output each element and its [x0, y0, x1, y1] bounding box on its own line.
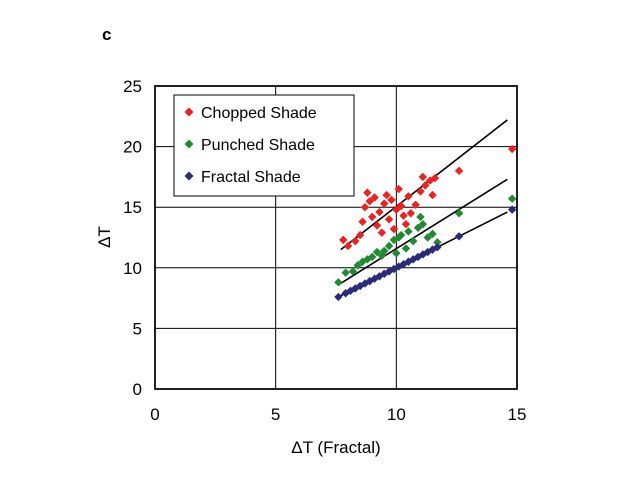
y-tick-label: 25: [123, 77, 142, 96]
data-point-series-0: [406, 209, 416, 218]
plot-frame-top: [154, 85, 518, 390]
x-tick-label: 15: [508, 405, 527, 424]
y-axis-ticks: 0 5 10 15 20 25: [123, 77, 142, 399]
data-point-series-0: [387, 195, 396, 205]
data-point-series-0: [396, 201, 406, 211]
data-point-series-1: [384, 241, 394, 251]
data-point-series-0: [394, 184, 403, 194]
data-point-series-0: [404, 192, 413, 201]
legend-marker-1: [184, 139, 194, 149]
data-point-series-0: [375, 207, 384, 217]
data-point-series-0: [377, 228, 387, 237]
legend-marker-0: [184, 107, 194, 117]
data-point-series-2: [433, 242, 442, 252]
data-point-series-0: [358, 217, 367, 226]
data-point-series-2: [507, 205, 517, 214]
data-point-series-1: [368, 252, 377, 262]
data-point-series-1: [341, 268, 350, 277]
data-point-series-1: [348, 267, 358, 276]
data-point-series-1: [416, 212, 425, 222]
panel-label: c: [102, 25, 111, 44]
data-point-series-0: [372, 221, 382, 230]
y-tick-label: 20: [123, 138, 142, 157]
data-point-series-1: [401, 244, 411, 253]
data-point-series-0: [339, 235, 348, 245]
y-tick-label: 15: [123, 198, 142, 217]
x-axis-ticks: 0 5 10 15: [150, 405, 526, 424]
legend: Chopped Shade Punched Shade Fractal Shade: [173, 94, 355, 197]
data-point-series-0: [418, 172, 428, 182]
x-axis-title: ΔT (Fractal): [291, 438, 380, 457]
legend-marker-2: [184, 171, 194, 181]
trend-line-1: [337, 178, 508, 286]
data-point-series-0: [392, 205, 401, 214]
data-point-series-0: [428, 190, 437, 200]
data-point-series-0: [355, 230, 365, 240]
data-point-series-0: [389, 224, 399, 234]
data-point-series-0: [351, 236, 360, 246]
data-point-series-1: [423, 233, 432, 242]
data-point-series-1: [433, 238, 442, 247]
data-markers: [334, 144, 517, 302]
plot-area: [154, 85, 518, 390]
data-point-series-2: [334, 292, 343, 302]
data-point-series-0: [370, 193, 379, 202]
y-axis-title: ΔT: [95, 226, 114, 248]
legend-label: Chopped Shade: [201, 105, 317, 122]
data-point-series-1: [418, 219, 428, 229]
data-point-series-0: [454, 166, 464, 176]
data-point-series-0: [365, 196, 374, 206]
y-tick-label: 0: [133, 380, 142, 399]
data-point-series-0: [401, 219, 411, 229]
data-point-series-1: [428, 229, 437, 239]
y-tick-label: 5: [133, 319, 142, 338]
data-point-series-1: [454, 209, 464, 218]
data-point-series-0: [360, 203, 370, 212]
data-point-series-1: [353, 261, 362, 270]
data-point-series-0: [382, 190, 391, 200]
data-point-series-0: [416, 187, 425, 196]
data-point-series-1: [413, 223, 423, 233]
data-point-series-0: [430, 173, 440, 183]
data-point-series-1: [507, 194, 517, 203]
data-point-series-1: [392, 249, 401, 258]
data-point-series-0: [380, 199, 389, 208]
data-point-series-2: [454, 232, 464, 241]
data-point-series-0: [384, 215, 394, 224]
data-point-series-1: [409, 236, 418, 246]
x-tick-label: 10: [387, 405, 406, 424]
data-point-series-0: [343, 241, 353, 251]
data-point-series-0: [399, 211, 408, 220]
data-point-series-1: [380, 246, 389, 256]
data-point-series-0: [363, 188, 372, 197]
data-point-series-1: [372, 247, 382, 257]
data-point-series-0: [368, 212, 377, 222]
y-tick-label: 10: [123, 259, 142, 278]
legend-label: Fractal Shade: [201, 169, 301, 186]
data-point-series-0: [421, 181, 430, 190]
data-point-series-1: [334, 278, 343, 287]
x-tick-label: 0: [150, 405, 159, 424]
data-point-series-0: [507, 144, 517, 154]
legend-label: Punched Shade: [201, 137, 315, 154]
x-tick-label: 5: [271, 405, 280, 424]
legend-box: [173, 94, 355, 197]
data-point-series-1: [404, 227, 413, 236]
data-point-series-1: [396, 230, 406, 240]
data-point-series-0: [411, 200, 420, 209]
